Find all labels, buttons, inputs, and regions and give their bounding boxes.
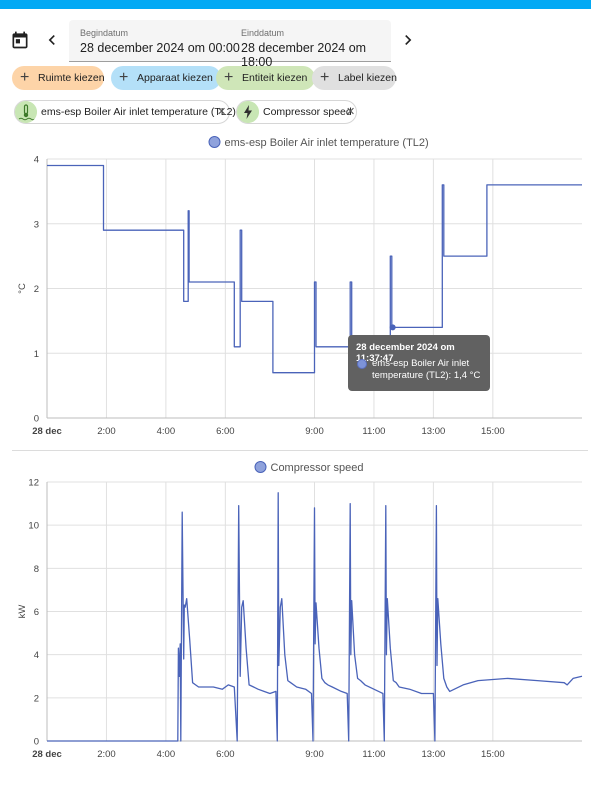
y-tick-label: 4 xyxy=(34,650,39,661)
y-axis-label: kW xyxy=(17,605,28,619)
y-tick-label: 0 xyxy=(34,737,39,748)
x-tick-label: 9:00 xyxy=(305,749,324,760)
start-date-label: Begindatum xyxy=(80,28,129,38)
next-period-button[interactable] xyxy=(398,30,418,50)
x-tick-label: 28 dec xyxy=(32,426,62,437)
y-tick-label: 6 xyxy=(34,607,39,618)
entity-chip-air-inlet[interactable]: ems-esp Boiler Air inlet temperature (TL… xyxy=(14,100,236,124)
top-app-bar xyxy=(0,0,591,9)
y-tick-label: 2 xyxy=(34,693,39,704)
pick-device-button[interactable]: + Apparaat kiezen xyxy=(111,66,221,90)
end-date-field[interactable]: Einddatum 28 december 2024 om 18:00 xyxy=(241,28,391,69)
entity-chip-label: ems-esp Boiler Air inlet temperature (TL… xyxy=(41,106,236,118)
end-date-label: Einddatum xyxy=(241,28,285,38)
tooltip-series-swatch xyxy=(357,359,367,369)
temperature-history-chart[interactable]: ems-esp Boiler Air inlet temperature (TL… xyxy=(0,130,591,442)
x-tick-label: 28 dec xyxy=(32,749,62,760)
pick-area-button[interactable]: + Ruimte kiezen xyxy=(12,66,105,90)
highlight-point xyxy=(389,324,396,331)
plus-icon: + xyxy=(20,69,30,86)
entity-chip-compressor[interactable]: Compressor speed ✕ xyxy=(236,100,357,124)
y-tick-label: 12 xyxy=(28,478,39,489)
x-tick-label: 2:00 xyxy=(97,426,116,437)
x-tick-label: 15:00 xyxy=(481,749,505,760)
x-tick-label: 6:00 xyxy=(216,749,235,760)
remove-entity-icon[interactable]: ✕ xyxy=(217,106,227,118)
start-date-field[interactable]: Begindatum 28 december 2024 om 00:00 xyxy=(80,28,240,55)
series-line xyxy=(47,164,582,374)
y-tick-label: 0 xyxy=(34,414,39,425)
pick-device-label: Apparaat kiezen xyxy=(137,72,213,84)
x-tick-label: 15:00 xyxy=(481,426,505,437)
plus-icon: + xyxy=(320,69,330,86)
start-date-value: 28 december 2024 om 00:00 xyxy=(80,41,240,55)
pick-area-label: Ruimte kiezen xyxy=(38,72,105,84)
date-range-picker: Begindatum 28 december 2024 om 00:00 Ein… xyxy=(0,20,591,69)
x-tick-label: 11:00 xyxy=(362,426,385,437)
x-tick-label: 9:00 xyxy=(305,426,324,437)
y-tick-label: 8 xyxy=(34,564,39,575)
date-range-field[interactable]: Begindatum 28 december 2024 om 00:00 Ein… xyxy=(69,20,391,69)
x-tick-label: 4:00 xyxy=(157,749,176,760)
x-tick-label: 4:00 xyxy=(157,426,176,437)
pick-entity-button[interactable]: + Entiteit kiezen xyxy=(216,66,315,90)
chart-tooltip: 28 december 2024 om 11:37:47 ems-esp Boi… xyxy=(348,335,490,391)
pick-label-label: Label kiezen xyxy=(338,72,397,84)
lightning-icon xyxy=(237,101,259,123)
entity-chip-label: Compressor speed xyxy=(263,106,352,118)
y-tick-label: 4 xyxy=(34,155,39,166)
target-picker-row: + Ruimte kiezen + Apparaat kiezen + Enti… xyxy=(12,66,582,90)
calendar-icon[interactable] xyxy=(10,30,30,50)
y-tick-label: 10 xyxy=(28,521,39,532)
pick-label-button[interactable]: + Label kiezen xyxy=(312,66,397,90)
plus-icon: + xyxy=(119,69,129,86)
plus-icon: + xyxy=(224,69,234,86)
chart-divider xyxy=(12,450,588,451)
y-tick-label: 3 xyxy=(34,219,39,230)
water-thermometer-icon xyxy=(15,101,37,123)
x-tick-label: 6:00 xyxy=(216,426,235,437)
chart-title: Compressor speed xyxy=(271,462,364,474)
legend-swatch xyxy=(208,136,221,148)
x-tick-label: 13:00 xyxy=(421,749,445,760)
x-tick-label: 2:00 xyxy=(97,749,116,760)
legend-swatch xyxy=(254,461,267,473)
pick-entity-label: Entiteit kiezen xyxy=(242,72,308,84)
selected-entities: ems-esp Boiler Air inlet temperature (TL… xyxy=(14,100,584,124)
y-tick-label: 2 xyxy=(34,284,39,295)
tooltip-title: 28 december 2024 om 11:37:47 xyxy=(356,342,455,364)
y-axis-label: °C xyxy=(17,283,28,294)
chart-title: ems-esp Boiler Air inlet temperature (TL… xyxy=(225,137,429,149)
y-tick-label: 1 xyxy=(34,349,39,360)
series-line xyxy=(47,492,583,742)
previous-period-button[interactable] xyxy=(42,30,62,50)
compressor-speed-chart[interactable]: Compressor speed 0 2 4 6 8 10 12 28 dec 2:00 4:00 6… xyxy=(0,455,591,765)
end-date-value: 28 december 2024 om 18:00 xyxy=(241,41,367,69)
x-tick-label: 11:00 xyxy=(362,749,385,760)
remove-entity-icon[interactable]: ✕ xyxy=(346,106,356,118)
tooltip-body: ems-esp Boiler Air inlet temperature (TL… xyxy=(372,358,481,381)
x-tick-label: 13:00 xyxy=(421,426,445,437)
